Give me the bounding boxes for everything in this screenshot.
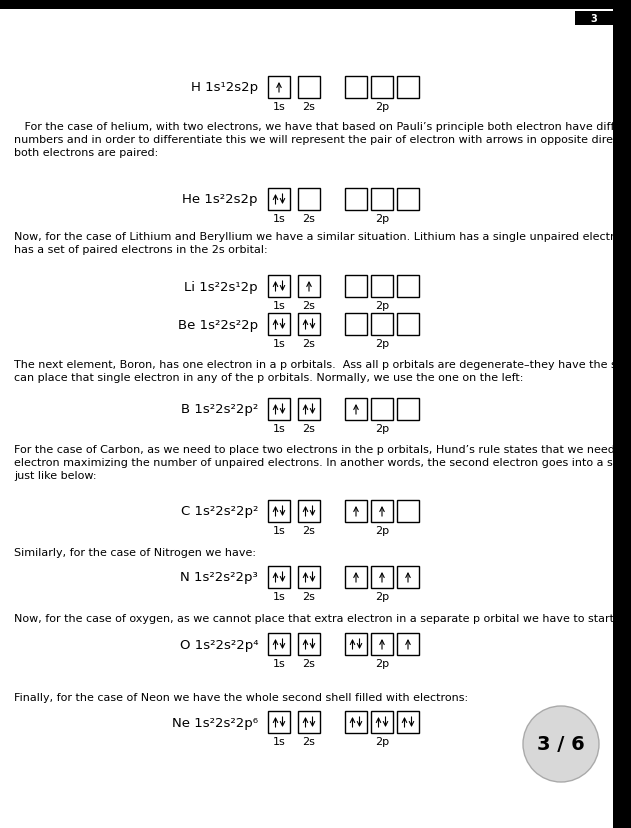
- Text: 1s: 1s: [273, 525, 285, 536]
- Text: 3: 3: [591, 14, 598, 24]
- Bar: [268, 77, 290, 99]
- Bar: [345, 500, 367, 522]
- Text: O 1s²2s²2p⁴: O 1s²2s²2p⁴: [179, 638, 258, 651]
- Text: 2s: 2s: [302, 591, 316, 601]
- Text: Similarly, for the case of Nitrogen we have:: Similarly, for the case of Nitrogen we h…: [14, 547, 256, 557]
- Text: 1s: 1s: [273, 339, 285, 349]
- Text: Finally, for the case of Neon we have the whole second shell filled with electro: Finally, for the case of Neon we have th…: [14, 692, 468, 702]
- Text: 1s: 1s: [273, 736, 285, 746]
- Text: 2s: 2s: [302, 736, 316, 746]
- Text: 2s: 2s: [302, 102, 316, 112]
- Text: He 1s²2s2p: He 1s²2s2p: [182, 193, 258, 206]
- Bar: [371, 189, 393, 211]
- Bar: [371, 500, 393, 522]
- Bar: [397, 500, 419, 522]
- Bar: [345, 566, 367, 588]
- Bar: [268, 398, 290, 421]
- Bar: [298, 500, 320, 522]
- Text: 2s: 2s: [302, 423, 316, 434]
- Bar: [371, 633, 393, 655]
- Text: 2s: 2s: [302, 214, 316, 224]
- Bar: [397, 276, 419, 297]
- Text: 1s: 1s: [273, 301, 285, 310]
- Bar: [397, 633, 419, 655]
- Text: 1s: 1s: [273, 214, 285, 224]
- Text: 2p: 2p: [375, 525, 389, 536]
- Text: Now, for the case of Lithium and Beryllium we have a similar situation. Lithium : Now, for the case of Lithium and Berylli…: [14, 232, 631, 254]
- Bar: [268, 566, 290, 588]
- Text: 2p: 2p: [375, 591, 389, 601]
- Bar: [345, 276, 367, 297]
- Bar: [371, 77, 393, 99]
- Bar: [268, 633, 290, 655]
- Bar: [397, 189, 419, 211]
- Bar: [298, 711, 320, 733]
- Bar: [268, 500, 290, 522]
- Text: For the case of helium, with two electrons, we have that based on Pauli’s princi: For the case of helium, with two electro…: [14, 122, 631, 157]
- Bar: [397, 77, 419, 99]
- Bar: [345, 77, 367, 99]
- Bar: [397, 711, 419, 733]
- Text: 2p: 2p: [375, 658, 389, 668]
- Bar: [575, 12, 613, 26]
- Text: Now, for the case of oxygen, as we cannot place that extra electron in a separat: Now, for the case of oxygen, as we canno…: [14, 614, 631, 623]
- Bar: [345, 189, 367, 211]
- Text: Ne 1s²2s²2p⁶: Ne 1s²2s²2p⁶: [172, 715, 258, 729]
- Text: N 1s²2s²2p³: N 1s²2s²2p³: [180, 570, 258, 584]
- Bar: [345, 633, 367, 655]
- Text: 2p: 2p: [375, 301, 389, 310]
- Text: Be 1s²2s²2p: Be 1s²2s²2p: [178, 318, 258, 331]
- Bar: [397, 398, 419, 421]
- Bar: [345, 711, 367, 733]
- Bar: [268, 711, 290, 733]
- Text: 1s: 1s: [273, 591, 285, 601]
- Bar: [397, 314, 419, 335]
- Text: 2p: 2p: [375, 339, 389, 349]
- Bar: [298, 566, 320, 588]
- Text: Li 1s²2s¹2p: Li 1s²2s¹2p: [184, 280, 258, 293]
- Text: 2p: 2p: [375, 214, 389, 224]
- Text: 2s: 2s: [302, 525, 316, 536]
- Bar: [371, 276, 393, 297]
- Bar: [371, 566, 393, 588]
- Text: H 1s¹2s2p: H 1s¹2s2p: [191, 81, 258, 94]
- Text: 2p: 2p: [375, 736, 389, 746]
- Bar: [298, 189, 320, 211]
- Bar: [298, 77, 320, 99]
- Circle shape: [523, 706, 599, 782]
- Bar: [371, 711, 393, 733]
- Text: 3 / 6: 3 / 6: [537, 734, 585, 753]
- Bar: [298, 398, 320, 421]
- Bar: [345, 314, 367, 335]
- Text: 2s: 2s: [302, 658, 316, 668]
- Bar: [268, 314, 290, 335]
- Bar: [268, 276, 290, 297]
- Text: B 1s²2s²2p²: B 1s²2s²2p²: [180, 403, 258, 416]
- Bar: [371, 314, 393, 335]
- Text: 1s: 1s: [273, 102, 285, 112]
- Text: 1s: 1s: [273, 423, 285, 434]
- Bar: [345, 398, 367, 421]
- Text: The next element, Boron, has one electron in a p orbitals.  Ass all p orbitals a: The next element, Boron, has one electro…: [14, 359, 631, 383]
- Bar: [298, 633, 320, 655]
- Bar: [268, 189, 290, 211]
- Bar: [298, 276, 320, 297]
- Bar: [298, 314, 320, 335]
- Text: 2s: 2s: [302, 301, 316, 310]
- Bar: [371, 398, 393, 421]
- Text: C 1s²2s²2p²: C 1s²2s²2p²: [180, 505, 258, 518]
- Bar: [397, 566, 419, 588]
- Bar: [613, 0, 631, 828]
- Text: 2p: 2p: [375, 423, 389, 434]
- Text: 1s: 1s: [273, 658, 285, 668]
- Text: For the case of Carbon, as we need to place two electrons in the p orbitals, Hun: For the case of Carbon, as we need to pl…: [14, 445, 631, 480]
- Text: 2s: 2s: [302, 339, 316, 349]
- Bar: [0, 0, 631, 10]
- Text: 2p: 2p: [375, 102, 389, 112]
